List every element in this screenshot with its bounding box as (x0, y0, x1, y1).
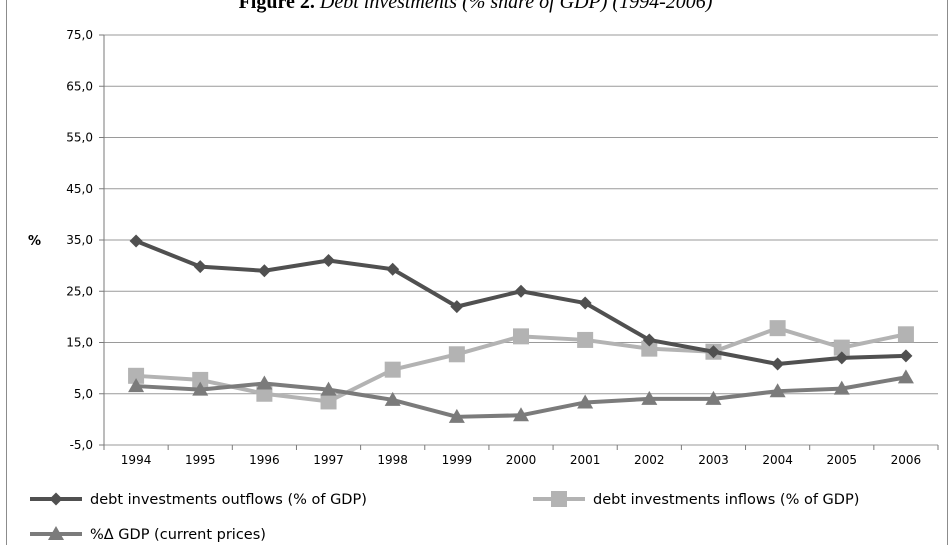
data-point-1-12 (897, 326, 914, 343)
y-tick-label: 45,0 (66, 182, 93, 196)
y-tick-label: -5,0 (70, 438, 93, 452)
data-point-2-2 (256, 375, 273, 390)
figure-title-number: Figure 2. (238, 0, 315, 13)
x-tick-label: 2000 (506, 453, 537, 467)
legend-swatch-marker-1 (551, 491, 567, 507)
x-tick-label: 1994 (121, 453, 152, 467)
y-tick-label: 35,0 (66, 233, 93, 247)
legend: debt investments outflows (% of GDP) debt… (30, 491, 859, 543)
x-tick-label: 1996 (249, 453, 280, 467)
data-point-1-4 (384, 361, 401, 378)
data-point-2-6 (513, 407, 529, 422)
data-point-2-11 (833, 380, 850, 395)
y-tick-label: 5,0 (74, 387, 93, 401)
data-point-0-0 (129, 234, 143, 248)
data-point-2-10 (769, 383, 786, 398)
data-point-0-9 (706, 345, 720, 359)
data-point-1-11 (833, 339, 850, 356)
x-tick-label: 2001 (570, 453, 601, 467)
legend-label: %Δ GDP (current prices) (90, 527, 266, 543)
x-tick-label: 1997 (313, 453, 344, 467)
data-point-1-6 (513, 328, 529, 345)
data-point-2-8 (641, 390, 658, 405)
legend-label: debt investments outflows (% of GDP) (90, 492, 367, 508)
data-point-0-12 (899, 349, 913, 363)
legend-swatch-marker-0 (49, 492, 63, 506)
data-point-0-2 (257, 264, 271, 278)
series-1 (128, 320, 914, 410)
legend-item-2: %Δ GDP (current prices) (30, 526, 266, 543)
data-point-2-5 (448, 408, 465, 423)
data-point-2-0 (128, 378, 145, 393)
data-point-1-1 (192, 371, 209, 388)
data-point-0-6 (514, 284, 528, 298)
data-point-1-3 (320, 393, 337, 410)
data-point-0-1 (193, 260, 207, 274)
x-tick-label: 1995 (185, 453, 216, 467)
data-point-0-7 (578, 296, 592, 310)
x-axis-ticks: 1994 1995 1996 1997 1998 1999 2000 2001 2002 2003… (103, 445, 939, 467)
data-point-0-10 (771, 357, 785, 371)
data-point-1-5 (448, 346, 465, 363)
y-tick-label: 25,0 (66, 284, 93, 298)
series-line-0 (135, 239, 906, 367)
series-group (128, 234, 914, 423)
figure-title: Figure 2. Debt investments (% share of G… (0, 0, 951, 14)
data-point-2-12 (897, 369, 914, 384)
y-tick-label: 55,0 (66, 131, 93, 145)
x-tick-label: 1998 (377, 453, 408, 467)
data-point-0-11 (835, 351, 849, 365)
x-tick-label: 2006 (891, 453, 922, 467)
y-tick-label: 65,0 (66, 79, 93, 93)
y-axis-label: % (28, 234, 41, 249)
x-tick-label: 2005 (826, 453, 857, 467)
y-axis-ticks: -5,0 5,0 15,0 25,0 35,0 45,0 55,0 65,0 75,0 (66, 28, 104, 452)
data-point-1-2 (256, 385, 273, 402)
data-point-1-10 (769, 320, 786, 337)
legend-item-0: debt investments outflows (% of GDP) (30, 492, 367, 508)
data-point-2-1 (192, 381, 209, 396)
data-point-0-3 (322, 254, 336, 267)
data-point-2-4 (384, 391, 401, 406)
data-point-0-8 (642, 333, 656, 347)
gridlines (103, 34, 938, 446)
data-point-0-5 (450, 300, 464, 314)
x-tick-label: 2002 (634, 453, 665, 467)
y-tick-label: 75,0 (66, 28, 93, 42)
series-0 (129, 234, 913, 371)
legend-label: debt investments inflows (% of GDP) (593, 492, 859, 508)
data-point-1-7 (577, 331, 594, 348)
data-point-2-7 (577, 394, 594, 409)
chart-frame (6, 0, 948, 545)
x-tick-label: 1999 (442, 453, 473, 467)
series-2 (128, 369, 914, 423)
legend-swatch-marker-2 (48, 526, 64, 540)
data-point-0-4 (386, 262, 400, 276)
data-point-2-9 (705, 390, 722, 405)
legend-item-1: debt investments inflows (% of GDP) (533, 491, 859, 508)
x-tick-label: 2003 (698, 453, 729, 467)
x-tick-label: 2004 (762, 453, 793, 467)
data-point-1-0 (128, 367, 145, 384)
data-point-2-3 (320, 381, 337, 396)
y-tick-label: 15,0 (66, 336, 93, 350)
figure-title-text: Debt investments (% share of GDP) (1994-… (319, 0, 713, 13)
data-point-1-8 (641, 340, 658, 357)
